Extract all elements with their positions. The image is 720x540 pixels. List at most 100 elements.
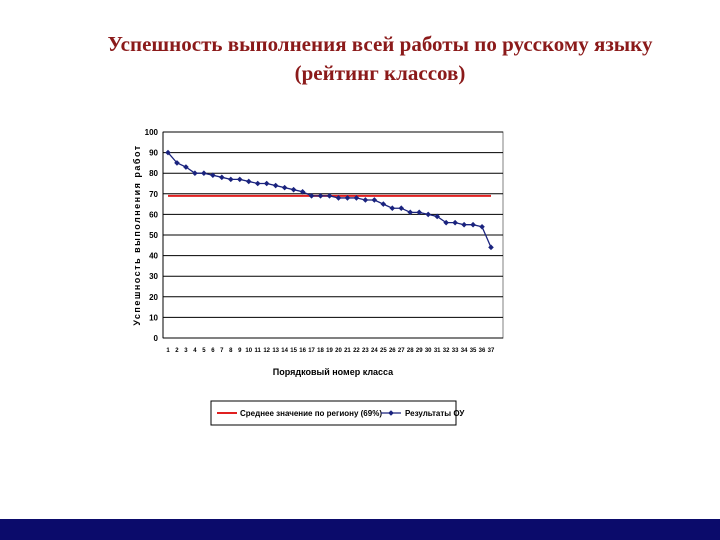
data-point-marker [452, 219, 458, 226]
y-tick-label: 20 [149, 293, 158, 302]
x-tick-label: 6 [211, 348, 215, 354]
data-point-marker [201, 170, 207, 176]
data-point-marker [380, 201, 387, 207]
x-tick-label: 26 [389, 348, 396, 354]
x-axis-title: Порядковый номер класса [273, 367, 394, 377]
data-point-marker [210, 172, 216, 179]
x-tick-label: 8 [229, 348, 233, 354]
legend-box [210, 400, 457, 426]
data-point-marker [353, 195, 360, 201]
y-tick-label: 80 [149, 169, 158, 178]
data-point-marker [245, 178, 252, 185]
data-point-marker [488, 244, 494, 251]
y-tick-label: 10 [149, 313, 158, 322]
data-point-marker [299, 188, 306, 195]
slide-title: Успешность выполнения всей работы по рус… [0, 30, 720, 88]
x-tick-label: 2 [175, 348, 179, 354]
y-tick-label: 90 [149, 149, 158, 158]
data-point-marker [344, 195, 351, 201]
data-point-marker [236, 176, 243, 183]
x-tick-label: 18 [317, 348, 324, 354]
x-tick-label: 27 [398, 348, 405, 354]
data-point-marker [174, 160, 180, 166]
x-tick-label: 13 [272, 348, 279, 354]
data-point-marker [425, 211, 431, 218]
legend: Среднее значение по региону (69%) Результ… [210, 400, 465, 426]
data-point-marker [326, 193, 333, 199]
data-point-marker [317, 193, 324, 199]
x-tick-label: 36 [479, 348, 486, 354]
x-tick-label: 17 [308, 348, 315, 354]
data-point-marker [254, 180, 261, 187]
data-point-marker [407, 209, 414, 216]
x-tick-label: 12 [263, 348, 270, 354]
x-tick-label: 9 [238, 348, 242, 354]
x-tick-label: 31 [434, 348, 441, 354]
x-tick-label: 37 [488, 348, 495, 354]
x-tick-label: 5 [202, 348, 206, 354]
x-tick-label: 35 [470, 348, 477, 354]
series-results-line [167, 152, 492, 248]
y-tick-label: 60 [149, 210, 158, 219]
data-point-marker [290, 186, 297, 193]
x-tick-label: 28 [407, 348, 414, 354]
data-point-marker [443, 219, 449, 226]
x-tick-label: 11 [255, 348, 262, 354]
x-tick-label: 3 [184, 348, 188, 354]
grid [162, 131, 504, 339]
series [165, 149, 494, 251]
data-point-marker [416, 209, 423, 216]
data-point-marker [335, 195, 342, 201]
y-tick-label: 30 [149, 272, 158, 281]
y-axis-title: Успешность выполнения работ [132, 144, 142, 325]
x-tick-label: 25 [380, 348, 387, 354]
data-point-marker [308, 193, 315, 199]
slide-title-line1: Успешность выполнения всей работы по рус… [107, 32, 653, 56]
x-tick-label: 32 [443, 348, 450, 354]
x-tick-label: 4 [193, 348, 197, 354]
x-tick-label: 21 [344, 348, 351, 354]
data-point-marker [281, 184, 288, 191]
data-point-marker [470, 221, 476, 228]
data-point-marker [371, 197, 378, 203]
data-point-marker [434, 213, 440, 220]
data-point-marker [272, 182, 279, 189]
x-tick-label: 14 [281, 348, 288, 354]
data-point-marker [461, 221, 467, 228]
data-point-marker [192, 170, 198, 176]
x-tick-label: 33 [452, 348, 459, 354]
legend-label-average: Среднее значение по региону (69%) [240, 409, 382, 418]
x-tick-label: 22 [353, 348, 360, 354]
x-tick-label: 29 [416, 348, 423, 354]
data-point-marker [228, 176, 234, 183]
data-point-marker [183, 164, 189, 170]
bottom-bar [0, 519, 720, 540]
y-tick-label: 70 [149, 190, 158, 199]
x-tick-label: 34 [461, 348, 468, 354]
x-tick-label: 15 [290, 348, 297, 354]
legend-label-results: Результаты ОУ [405, 409, 465, 418]
x-tick-label: 19 [326, 348, 333, 354]
data-point-marker [219, 174, 225, 181]
data-point-marker [479, 223, 485, 230]
data-point-marker [263, 180, 270, 187]
y-tick-label: 0 [154, 334, 159, 343]
x-tick-label: 10 [245, 348, 252, 354]
x-tick-label: 23 [362, 348, 369, 354]
x-tick-label: 24 [371, 348, 378, 354]
y-tick-label: 100 [145, 128, 159, 137]
data-point-marker [389, 205, 396, 212]
x-tick-label: 20 [335, 348, 342, 354]
data-point-marker [398, 205, 405, 212]
slide-title-line2: (рейтинг классов) [294, 61, 466, 85]
data-point-marker [165, 149, 171, 156]
x-tick-label: 7 [220, 348, 224, 354]
legend-marker-results [388, 410, 394, 416]
y-tick-label: 50 [149, 231, 158, 240]
x-tick-label: 1 [166, 348, 170, 354]
x-tick-label: 30 [425, 348, 432, 354]
y-tick-label: 40 [149, 252, 158, 261]
data-point-marker [362, 197, 369, 203]
